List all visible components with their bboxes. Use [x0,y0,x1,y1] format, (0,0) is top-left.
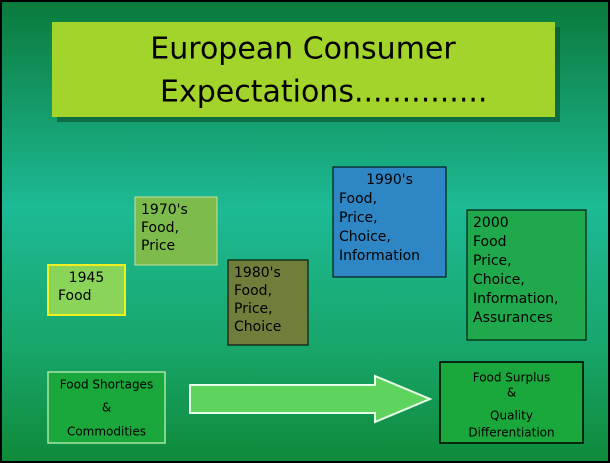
summary-line: Commodities [67,425,146,439]
title-line: European Consumer [150,32,456,67]
summary-line: Quality [490,409,533,423]
era-line: Food, [339,191,377,207]
era-line: Price, [339,210,378,226]
timeline: 1945 Food 1970's Food, Price 1980's Food, Price… [47,166,587,444]
era-box [47,264,126,316]
summary-line: Food Surplus [473,371,551,385]
era-line: Price, [234,301,273,317]
era-box [332,166,447,278]
era-line: 2000 [473,215,509,231]
era-line: Food, [141,220,179,236]
era-line: 1970's [141,202,188,218]
arrow [189,374,433,424]
era-line: Choice [234,319,281,335]
title-box [52,22,555,117]
era-line: Price, [473,253,512,269]
era-line: 1990's [366,172,413,188]
summary-line: & [102,401,111,415]
era-line: Information [339,248,420,264]
era-box [227,259,309,346]
era-line: 1980's [234,265,281,281]
era-line: Food, [234,283,272,299]
era-box [466,209,587,341]
era-line: Choice, [339,229,391,245]
summary-line: Differentiation [468,426,554,440]
era-line: Choice, [473,272,525,288]
era-line: Assurances [473,310,553,326]
era-line: Information, [473,291,559,307]
summary-line: Food Shortages [60,378,153,392]
summary-box [47,371,166,444]
era-line: 1945 [69,270,105,286]
era-line: Food [473,234,507,250]
title: European Consumer Expectations...........… [150,32,487,110]
summary-box [439,361,584,444]
title-line: Expectations.............. [160,75,487,110]
era-line: Price [141,238,175,254]
era-line: Food [58,288,92,304]
era-box [134,196,218,266]
summary-line: & [507,386,516,400]
